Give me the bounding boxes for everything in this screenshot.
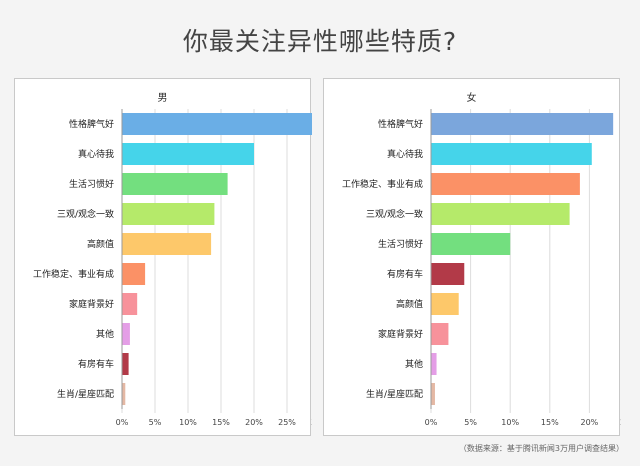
chart-panel-female: 女 0% 5% 10% 15% 20% 25% 性格脾气好真心待我工作稳定、事业有成三观/观…	[323, 78, 621, 436]
bar-chart-male: 0% 5% 10% 15% 20% 25% 30% 性格脾气好真心待我生活习惯好三观/观念一致…	[33, 109, 312, 427]
female-bar	[431, 203, 570, 225]
female-bar	[431, 113, 614, 135]
male-category-label: 生活习惯好	[69, 178, 114, 190]
male-x-tick-label: 25%	[278, 418, 296, 427]
female-bar	[431, 233, 511, 255]
male-x-tick-label: 0%	[116, 418, 129, 427]
male-bar	[122, 143, 254, 165]
female-category-label: 三观/观念一致	[366, 208, 423, 220]
male-x-tick-label: 20%	[245, 418, 263, 427]
female-bar	[431, 293, 459, 315]
female-bar	[431, 263, 465, 285]
female-category-label: 生活习惯好	[378, 238, 423, 250]
male-bar	[122, 383, 126, 405]
bar-chart-female: 0% 5% 10% 15% 20% 25% 性格脾气好真心待我工作稳定、事业有成三观/观念一…	[342, 109, 621, 427]
female-bar	[431, 383, 435, 405]
female-category-label: 真心待我	[387, 148, 423, 160]
male-category-label: 其他	[96, 328, 114, 340]
female-category-label: 工作稳定、事业有成	[342, 178, 423, 190]
female-category-label: 高颜值	[396, 298, 423, 310]
male-category-label: 家庭背景好	[69, 298, 114, 310]
male-bar	[122, 203, 215, 225]
male-x-tick-label: 30%	[311, 418, 312, 427]
male-category-label: 性格脾气好	[69, 118, 114, 130]
male-x-tick-label: 5%	[149, 418, 162, 427]
male-category-label: 生肖/星座匹配	[57, 388, 114, 400]
female-x-tick-label: 25%	[620, 418, 621, 427]
female-bar	[431, 143, 592, 165]
male-category-label: 工作稳定、事业有成	[33, 268, 114, 280]
male-bar	[122, 173, 228, 195]
chart-title-female: 女	[466, 93, 477, 104]
female-x-tick-label: 15%	[541, 418, 559, 427]
male-x-tick-label: 15%	[212, 418, 230, 427]
male-bar	[122, 233, 212, 255]
male-category-label: 三观/观念一致	[57, 208, 114, 220]
male-category-label: 真心待我	[78, 148, 114, 160]
male-bar	[122, 113, 312, 135]
female-x-tick-label: 5%	[464, 418, 477, 427]
male-bar	[122, 293, 138, 315]
female-bar	[431, 323, 449, 345]
female-bar	[431, 353, 437, 375]
male-x-tick-label: 10%	[179, 418, 197, 427]
male-category-label: 有房有车	[78, 358, 114, 370]
female-x-tick-label: 0%	[425, 418, 438, 427]
female-bar	[431, 173, 580, 195]
chart-panel-male: 男 0% 5% 10% 15% 20% 25% 30% 性格脾气好真心待我生活习惯好三观/观念…	[14, 78, 312, 436]
female-x-tick-label: 10%	[501, 418, 519, 427]
female-category-label: 家庭背景好	[378, 328, 423, 340]
chart-title-male: 男	[157, 93, 168, 104]
female-x-tick-label: 20%	[581, 418, 599, 427]
male-bar	[122, 353, 129, 375]
female-category-label: 有房有车	[387, 268, 423, 280]
female-category-label: 其他	[405, 358, 423, 370]
male-category-label: 高颜值	[87, 238, 114, 250]
female-category-label: 生肖/星座匹配	[366, 388, 423, 400]
data-source-note: （数据来源：基于腾讯新闻3万用户调查结果）	[458, 444, 624, 453]
page-title: 你最关注异性哪些特质?	[182, 27, 458, 56]
male-bar	[122, 263, 146, 285]
female-category-label: 性格脾气好	[378, 118, 423, 130]
male-bar	[122, 323, 130, 345]
